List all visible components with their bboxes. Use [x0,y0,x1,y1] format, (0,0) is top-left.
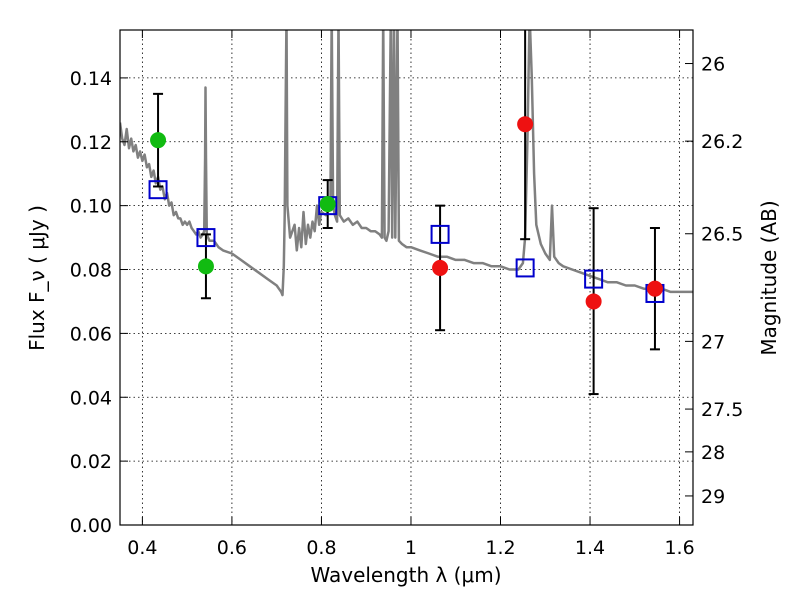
axes: 0.4 0.6 0.8 1 1.2 1.4 1.6 0.00 0.02 0.04 0.06 0.08 0… [70,30,743,559]
y2-tick-label: 26.2 [701,131,743,153]
data-markers [148,30,665,396]
y2-tick-label: 28 [701,442,725,464]
x-tick-label: 0.4 [127,537,157,559]
red-circle-marker [432,259,449,276]
y-tick-label: 0.12 [70,132,112,154]
y2-tick-label: 29 [701,486,725,508]
y-axis-label: Flux F_ν ( μJy ) [25,205,49,351]
red-circle-marker [646,280,663,297]
y2-tick-label: 26.5 [701,224,743,246]
plot-frame [119,29,694,526]
y-tick-label: 0.04 [70,387,112,409]
y-tick-label: 0.10 [70,196,112,218]
model-square-marker [196,228,216,248]
y2-tick-label: 26 [701,54,725,76]
x-tick-label: 0.6 [217,537,247,559]
model-square-marker [148,180,168,200]
green-circle-marker [319,196,336,213]
x-tick-label: 1.4 [575,537,605,559]
y2-axis-label: Magnitude (AB) [757,200,781,355]
red-circle-marker [585,293,602,310]
x-tick-label: 1 [405,537,417,559]
red-circle-marker [517,116,534,133]
y2-tick-label: 27 [701,331,725,353]
x-tick-label: 1.6 [664,537,694,559]
model-square-marker [584,269,604,289]
spectrum-line [120,30,693,297]
y-tick-label: 0.00 [70,515,112,537]
y-tick-label: 0.02 [70,451,112,473]
plot-data [120,30,693,297]
model-square-marker [515,258,535,278]
green-circle-marker [150,132,167,149]
y-tick-label: 0.14 [70,68,112,90]
model-square-marker [430,224,450,244]
x-tick-label: 0.8 [306,537,336,559]
y-tick-label: 0.08 [70,260,112,282]
y-tick-label: 0.06 [70,323,112,345]
x-tick-label: 1.2 [485,537,515,559]
green-circle-marker [197,258,214,275]
x-axis-label: Wavelength λ (μm) [310,563,501,587]
y2-tick-label: 27.5 [701,399,743,421]
